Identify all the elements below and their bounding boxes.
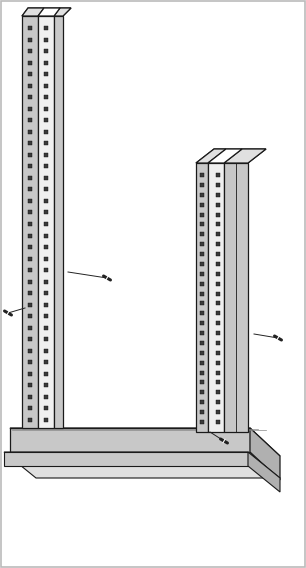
Polygon shape	[22, 8, 71, 16]
Polygon shape	[54, 8, 71, 16]
Polygon shape	[10, 428, 250, 452]
Polygon shape	[250, 428, 280, 480]
Polygon shape	[10, 428, 280, 456]
Polygon shape	[196, 163, 208, 432]
Polygon shape	[208, 163, 224, 432]
Polygon shape	[196, 149, 226, 163]
Polygon shape	[208, 149, 242, 163]
Polygon shape	[248, 452, 280, 492]
Polygon shape	[224, 149, 266, 163]
Polygon shape	[4, 452, 280, 478]
Polygon shape	[4, 452, 248, 466]
Polygon shape	[38, 8, 60, 16]
Polygon shape	[196, 149, 266, 163]
Polygon shape	[38, 16, 54, 428]
Polygon shape	[224, 163, 248, 432]
Polygon shape	[22, 8, 44, 16]
Polygon shape	[54, 16, 63, 428]
Polygon shape	[22, 16, 38, 428]
